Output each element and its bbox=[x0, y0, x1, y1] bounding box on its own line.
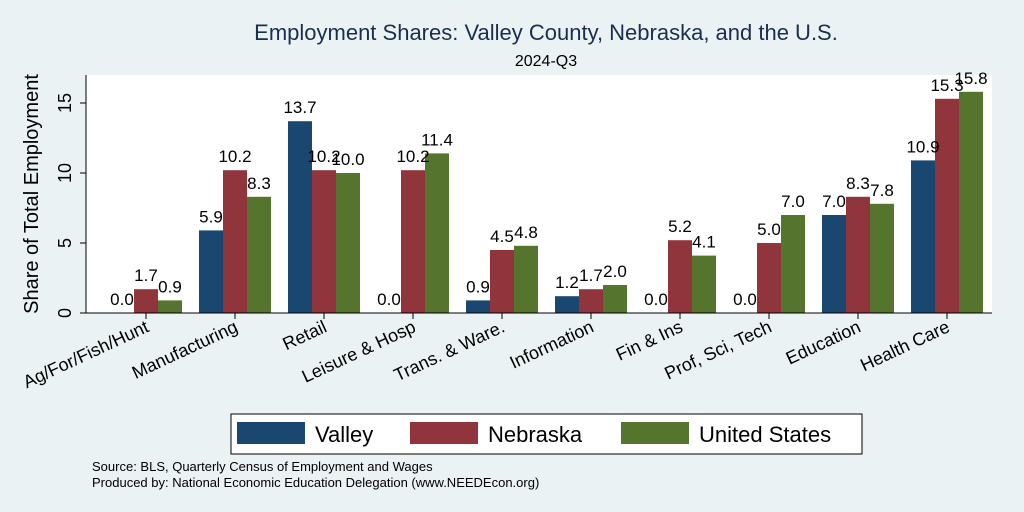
chart-subtitle: 2024-Q3 bbox=[515, 53, 577, 70]
legend-label: Valley bbox=[315, 422, 373, 447]
produced-by-note: Produced by: National Economic Education… bbox=[92, 475, 539, 490]
bar-valley bbox=[199, 230, 223, 313]
bar-nebraska bbox=[312, 170, 336, 313]
data-label: 10.2 bbox=[218, 147, 251, 166]
data-label: 5.0 bbox=[757, 220, 781, 239]
legend-box bbox=[230, 413, 863, 455]
data-label: 10.2 bbox=[307, 147, 340, 166]
data-label: 0.9 bbox=[466, 277, 490, 296]
data-label: 7.0 bbox=[822, 192, 846, 211]
data-label: 1.7 bbox=[134, 266, 158, 285]
data-labels: 0.01.70.95.910.28.313.710.210.00.010.211… bbox=[110, 69, 987, 309]
legend-label: Nebraska bbox=[488, 422, 583, 447]
data-label: 1.2 bbox=[555, 273, 579, 292]
bar-united-states bbox=[870, 203, 894, 313]
bar-nebraska bbox=[846, 196, 870, 313]
bar-united-states bbox=[603, 285, 627, 313]
data-label: 13.7 bbox=[283, 98, 316, 117]
y-tick-label: 5 bbox=[55, 238, 75, 248]
bar-nebraska bbox=[757, 243, 781, 313]
y-tick-label: 15 bbox=[55, 93, 75, 113]
bar-nebraska bbox=[134, 289, 158, 313]
data-label: 5.2 bbox=[668, 217, 692, 236]
bar-nebraska bbox=[935, 98, 959, 313]
data-label: 0.0 bbox=[377, 290, 401, 309]
y-axis-label: Share of Total Employment bbox=[21, 74, 43, 314]
bar-united-states bbox=[514, 245, 538, 313]
source-note: Source: BLS, Quarterly Census of Employm… bbox=[92, 459, 433, 474]
data-label: 10.9 bbox=[906, 137, 939, 156]
y-tick-label: 0 bbox=[55, 308, 75, 318]
bar-valley bbox=[911, 160, 935, 313]
bar-united-states bbox=[425, 153, 449, 313]
data-label: 0.0 bbox=[644, 290, 668, 309]
legend-label: United States bbox=[699, 422, 831, 447]
bar-nebraska bbox=[579, 289, 603, 313]
bar-united-states bbox=[336, 173, 360, 313]
data-label: 15.8 bbox=[954, 69, 987, 88]
bar-united-states bbox=[959, 91, 983, 313]
data-label: 4.1 bbox=[692, 233, 716, 252]
data-label: 10.0 bbox=[331, 150, 364, 169]
chart-title: Employment Shares: Valley County, Nebras… bbox=[254, 20, 838, 45]
bar-valley bbox=[822, 215, 846, 313]
data-label: 8.3 bbox=[247, 174, 271, 193]
data-label: 7.8 bbox=[870, 181, 894, 200]
bar-united-states bbox=[692, 255, 716, 313]
data-label: 4.5 bbox=[490, 227, 514, 246]
bar-nebraska bbox=[490, 250, 514, 313]
data-label: 0.9 bbox=[158, 277, 182, 296]
data-label: 4.8 bbox=[514, 223, 538, 242]
data-label: 2.0 bbox=[603, 262, 627, 281]
legend-swatch bbox=[621, 422, 689, 444]
data-label: 8.3 bbox=[846, 174, 870, 193]
bar-valley bbox=[288, 121, 312, 313]
y-axis: 0 5 10 15 bbox=[55, 75, 87, 318]
legend-swatch bbox=[410, 422, 478, 444]
bar-valley bbox=[555, 296, 579, 313]
bar-united-states bbox=[158, 300, 182, 313]
data-label: 5.9 bbox=[199, 207, 223, 226]
data-label: 0.0 bbox=[110, 290, 134, 309]
bar-nebraska bbox=[401, 170, 425, 313]
bar-united-states bbox=[781, 215, 805, 313]
data-label: 15.3 bbox=[930, 76, 963, 95]
data-label: 0.0 bbox=[733, 290, 757, 309]
data-label: 11.4 bbox=[421, 130, 453, 149]
data-label: 7.0 bbox=[781, 192, 805, 211]
bar-nebraska bbox=[668, 240, 692, 313]
data-label: 1.7 bbox=[579, 266, 603, 285]
data-label: 10.2 bbox=[396, 147, 429, 166]
bar-nebraska bbox=[223, 170, 247, 313]
legend: Valley Nebraska United States bbox=[230, 413, 863, 455]
legend-swatch bbox=[237, 422, 305, 444]
bar-valley bbox=[466, 300, 490, 313]
y-tick-label: 10 bbox=[55, 163, 75, 183]
bar-united-states bbox=[247, 196, 271, 313]
bars bbox=[134, 91, 983, 313]
